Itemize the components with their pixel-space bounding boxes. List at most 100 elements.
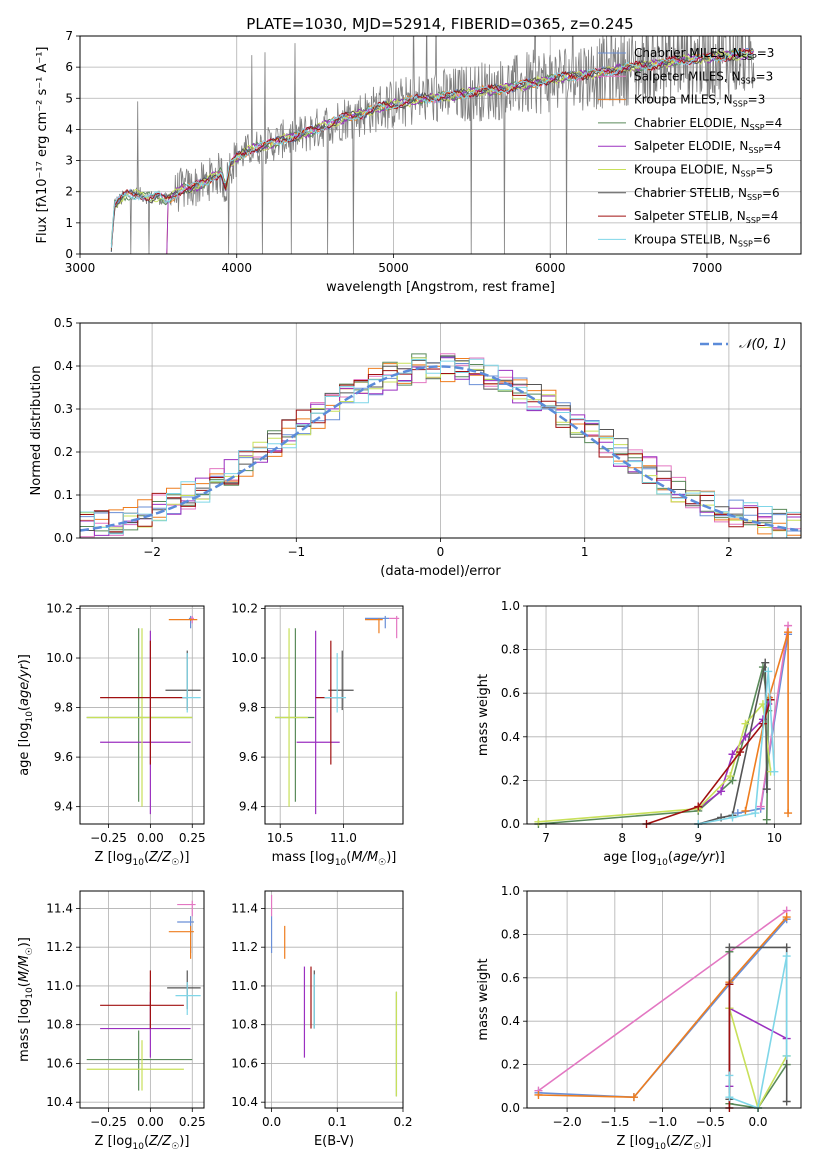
y-tick-label: 10.0 [46, 651, 73, 665]
y-tick-label: 10.6 [231, 1056, 258, 1070]
x-tick-label: 6000 [535, 261, 566, 275]
legend-sub: SSP [738, 239, 753, 248]
marker-salpeter_stelib [694, 802, 703, 811]
marker-kroupa_miles [784, 809, 793, 818]
legend-sub: SSP [733, 100, 748, 109]
x-axis-label: age [log10(age/yr)] [603, 850, 725, 868]
x-axis-label: wavelength [Angstrom, rest frame] [326, 280, 555, 295]
label-part: age [log [17, 723, 32, 776]
label-part: Flux [fλ10⁻¹⁷ erg cm⁻² s⁻¹ A⁻¹] [35, 47, 50, 244]
x-tick-label: 9 [694, 831, 702, 845]
label-part: )] [386, 850, 396, 865]
y-tick-label: 11.2 [231, 940, 258, 954]
marker-kroupa_stelib [782, 952, 791, 961]
legend-sub: SSP [747, 193, 762, 202]
x-tick-label: −0.25 [90, 1115, 127, 1129]
histogram-group [80, 353, 801, 538]
label-part: ( [17, 706, 32, 711]
y-tick-label: 11.4 [231, 901, 258, 915]
label-part: age/yr [17, 663, 32, 706]
marker-chabrier_stelib [761, 658, 770, 667]
legend-sub: SSP [748, 146, 763, 155]
marker-kroupa_miles [629, 1093, 638, 1102]
marker-kroupa_stelib [764, 667, 773, 676]
x-axis-label: (data-model)/error [380, 564, 501, 579]
x-tick-label: 11.0 [330, 831, 357, 845]
x-tick-label: −1.5 [600, 1115, 629, 1129]
marker-kroupa_stelib [728, 813, 737, 822]
label-part: 10 [132, 858, 144, 868]
y-axis-label: mass [log10(M/M☉)] [17, 937, 35, 1062]
points-group [270, 894, 398, 1097]
label-part: Z [log [95, 850, 133, 865]
y-tick-label: 10.4 [231, 1095, 258, 1109]
x-tick-label: 5000 [378, 261, 409, 275]
legend-label: Chabrier ELODIE, N [634, 116, 750, 130]
x-tick-label: 0.00 [137, 1115, 164, 1129]
label-part: )] [17, 937, 32, 947]
legend-suffix: =3 [756, 69, 774, 83]
marker-salpeter_stelib [736, 748, 745, 757]
legend-suffix: =6 [762, 186, 780, 200]
y-tick-label: 0.3 [54, 402, 73, 416]
x-tick-label: −0.25 [90, 831, 127, 845]
series-line-salpeter_miles [759, 625, 789, 807]
x-tick-label: −2 [143, 545, 161, 559]
y-tick-label: 11.0 [231, 979, 258, 993]
y-tick-label: 0.1 [54, 488, 73, 502]
y-tick-label: 0.5 [54, 316, 73, 330]
points-group [86, 900, 201, 1091]
legend-entry-kroupa_miles: Kroupa MILES, NSSP=3 [634, 93, 765, 109]
legend-entry-chabrier_miles: Chabrier MILES, NSSP=3 [634, 46, 774, 62]
y-tick-label: 11.2 [46, 940, 73, 954]
x-tick-label: 3000 [65, 261, 96, 275]
y-tick-label: 2 [65, 185, 73, 199]
series-group [534, 621, 793, 828]
y-tick-label: 0.6 [501, 686, 520, 700]
x-tick-label: 0.2 [393, 1115, 412, 1129]
label-part: ( [346, 850, 351, 865]
legend-sub: SSP [741, 76, 756, 85]
y-tick-label: 10.6 [46, 1056, 73, 1070]
y-tick-label: 1 [65, 216, 73, 230]
y-tick-label: 3 [65, 154, 73, 168]
y-axis-label: Flux [fλ10⁻¹⁷ erg cm⁻² s⁻¹ A⁻¹] [35, 47, 50, 244]
y-tick-label: 5 [65, 91, 73, 105]
legend-suffix: =6 [753, 232, 771, 246]
spectrum-group [110, 36, 755, 254]
label-part: 10 [656, 858, 668, 868]
y-tick-label: 10.8 [231, 1018, 258, 1032]
y-tick-label: 10.2 [46, 601, 73, 615]
axes-frame [79, 322, 802, 539]
marker-chabrier_stelib [762, 785, 771, 794]
y-tick-label: 0.0 [501, 817, 520, 831]
y-tick-label: 0.8 [501, 927, 520, 941]
legend-sub: SSP [741, 170, 756, 179]
legend-entry-salpeter_elodie: Salpeter ELODIE, NSSP=4 [634, 139, 781, 155]
y-axis-label: mass weight [476, 674, 491, 756]
x-tick-label: −0.5 [696, 1115, 725, 1129]
label-part: mass weight [476, 958, 491, 1040]
x-tick-label: 7 [542, 831, 550, 845]
y-tick-label: 0.6 [501, 971, 520, 985]
y-tick-label: 9.8 [54, 701, 73, 715]
y-tick-label: 11.0 [46, 979, 73, 993]
legend-label: Kroupa MILES, N [634, 93, 733, 107]
label-part: 10 [25, 711, 35, 723]
y-tick-label: 0.2 [501, 773, 520, 787]
marker-chabrier_elodie [762, 815, 771, 824]
y-axis-label: age [log10(age/yr)] [17, 654, 35, 776]
label-part: Z [log [95, 1134, 133, 1149]
x-tick-label: 0.1 [328, 1115, 347, 1129]
histogram-kroupa_stelib [80, 358, 801, 538]
y-tick-label: 0.8 [501, 643, 520, 657]
axes-frame [79, 890, 205, 1109]
y-tick-label: 11.4 [46, 901, 73, 915]
x-tick-label: 1 [581, 545, 589, 559]
series-line-kroupa_miles [538, 916, 788, 1099]
legend-sub: SSP [746, 216, 761, 225]
x-tick-label: 2 [725, 545, 733, 559]
label-part: )] [179, 1134, 189, 1149]
marker-salpeter_stelib [725, 980, 734, 989]
